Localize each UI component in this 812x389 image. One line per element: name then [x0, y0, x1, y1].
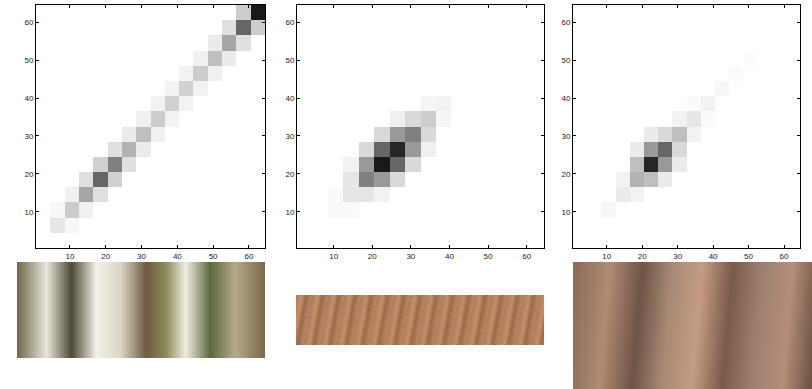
svg-text:30: 30	[285, 132, 294, 141]
svg-text:60: 60	[561, 18, 570, 27]
svg-text:20: 20	[24, 170, 33, 179]
svg-text:30: 30	[24, 132, 33, 141]
svg-text:60: 60	[244, 252, 253, 261]
svg-text:40: 40	[24, 94, 33, 103]
svg-text:60: 60	[24, 18, 33, 27]
svg-text:20: 20	[561, 170, 570, 179]
svg-text:20: 20	[101, 252, 110, 261]
svg-text:30: 30	[406, 252, 415, 261]
svg-text:30: 30	[673, 252, 682, 261]
svg-text:20: 20	[285, 170, 294, 179]
svg-text:50: 50	[484, 252, 493, 261]
svg-text:40: 40	[445, 252, 454, 261]
svg-text:10: 10	[561, 208, 570, 217]
svg-text:20: 20	[638, 252, 647, 261]
svg-text:10: 10	[329, 252, 338, 261]
svg-text:30: 30	[561, 132, 570, 141]
svg-text:50: 50	[285, 56, 294, 65]
svg-text:50: 50	[24, 56, 33, 65]
svg-text:20: 20	[368, 252, 377, 261]
svg-text:40: 40	[173, 252, 182, 261]
svg-text:60: 60	[522, 252, 531, 261]
svg-text:60: 60	[285, 18, 294, 27]
svg-text:10: 10	[602, 252, 611, 261]
svg-text:40: 40	[285, 94, 294, 103]
svg-text:50: 50	[209, 252, 218, 261]
svg-text:40: 40	[561, 94, 570, 103]
svg-text:40: 40	[709, 252, 718, 261]
svg-text:50: 50	[561, 56, 570, 65]
svg-text:30: 30	[137, 252, 146, 261]
svg-text:10: 10	[285, 208, 294, 217]
svg-text:10: 10	[24, 208, 33, 217]
svg-text:50: 50	[744, 252, 753, 261]
svg-text:10: 10	[66, 252, 75, 261]
svg-text:60: 60	[780, 252, 789, 261]
